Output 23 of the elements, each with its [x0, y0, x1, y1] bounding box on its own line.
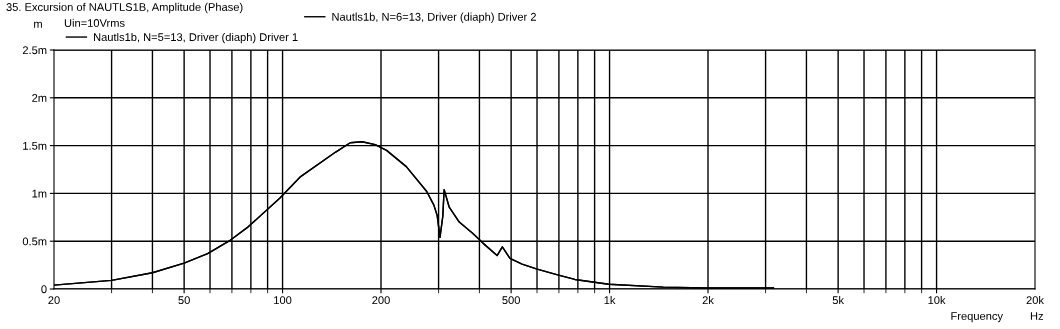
x-tick-label: 20 — [48, 296, 60, 305]
chart-title: 35. Excursion of NAUTLS1B, Amplitude (Phase) — [6, 2, 243, 14]
text: Uin=10Vrms — [64, 18, 125, 27]
x-tick-label: 100 — [274, 296, 292, 305]
y-tick-label: 0.5m — [22, 237, 47, 246]
x-tick-label: 50 — [178, 296, 190, 305]
x-tick-label: 5k — [832, 295, 845, 305]
y-tick-label: 1.5m — [23, 141, 47, 150]
text: Hz — [1030, 312, 1044, 320]
x-tick-label: 10k — [928, 295, 946, 305]
x-tick-label: 20k — [1026, 295, 1044, 305]
legend-label: Nautls1b, N=6=13, Driver (diaph) Driver 2 — [332, 12, 536, 23]
y-tick-label: 1m — [32, 189, 47, 198]
y-tick-label: 0 — [41, 285, 47, 294]
x-tick-label: 2k — [702, 295, 714, 304]
x-tick-label: 500 — [502, 296, 520, 305]
y-tick-label: 2m — [32, 94, 47, 102]
x-tick-label: 200 — [372, 296, 390, 305]
y-tick-label: 2.5m — [22, 46, 47, 55]
legend-label: Nautls1b, N=5=13, Driver (diaph) Driver 1 — [94, 32, 298, 44]
x-axis-title: Frequency — [951, 312, 1003, 323]
x-tick-label: 1k — [604, 295, 616, 304]
y-axis-title: m — [34, 21, 42, 28]
